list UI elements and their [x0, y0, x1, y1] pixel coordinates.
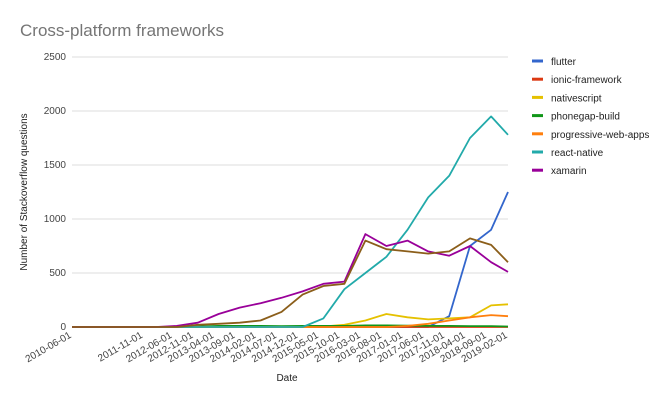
legend-label: xamarin [551, 166, 587, 177]
x-tick-label: 2010-06-01 [24, 330, 74, 365]
legend-label: ionic-framework [551, 75, 623, 86]
y-axis-title: Number of Stackoverflow questions [19, 113, 30, 270]
series-lines [72, 115, 509, 328]
x-axis-ticks: 2010-06-01 2011-11-012012-06-012012-11-01… [24, 330, 510, 365]
y-tick-label: 500 [49, 268, 66, 279]
y-tick-label: 2500 [44, 52, 67, 63]
y-tick-label: 2000 [44, 106, 67, 117]
grid-lines [72, 56, 508, 328]
legend: flutter ionic-framework nativescript phoneg… [532, 57, 649, 177]
series-line-xamarin [72, 233, 509, 328]
y-tick-label: 1000 [44, 214, 67, 225]
legend-label: flutter [551, 57, 577, 68]
y-axis-ticks: 0 500 1000 1500 2000 2500 [44, 52, 67, 333]
x-axis-title: Date [276, 373, 298, 384]
y-tick-label: 1500 [44, 160, 67, 171]
series-line-unnamed [72, 237, 509, 328]
legend-label: nativescript [551, 93, 602, 104]
series-line-flutter [72, 191, 509, 328]
chart-title: Cross-platform frameworks [20, 21, 224, 40]
legend-label: progressive-web-apps [551, 130, 649, 141]
legend-label: react-native [551, 148, 604, 159]
y-tick-label: 0 [60, 322, 66, 333]
legend-label: phonegap-build [551, 112, 620, 123]
series-line-nativescript [72, 303, 509, 328]
